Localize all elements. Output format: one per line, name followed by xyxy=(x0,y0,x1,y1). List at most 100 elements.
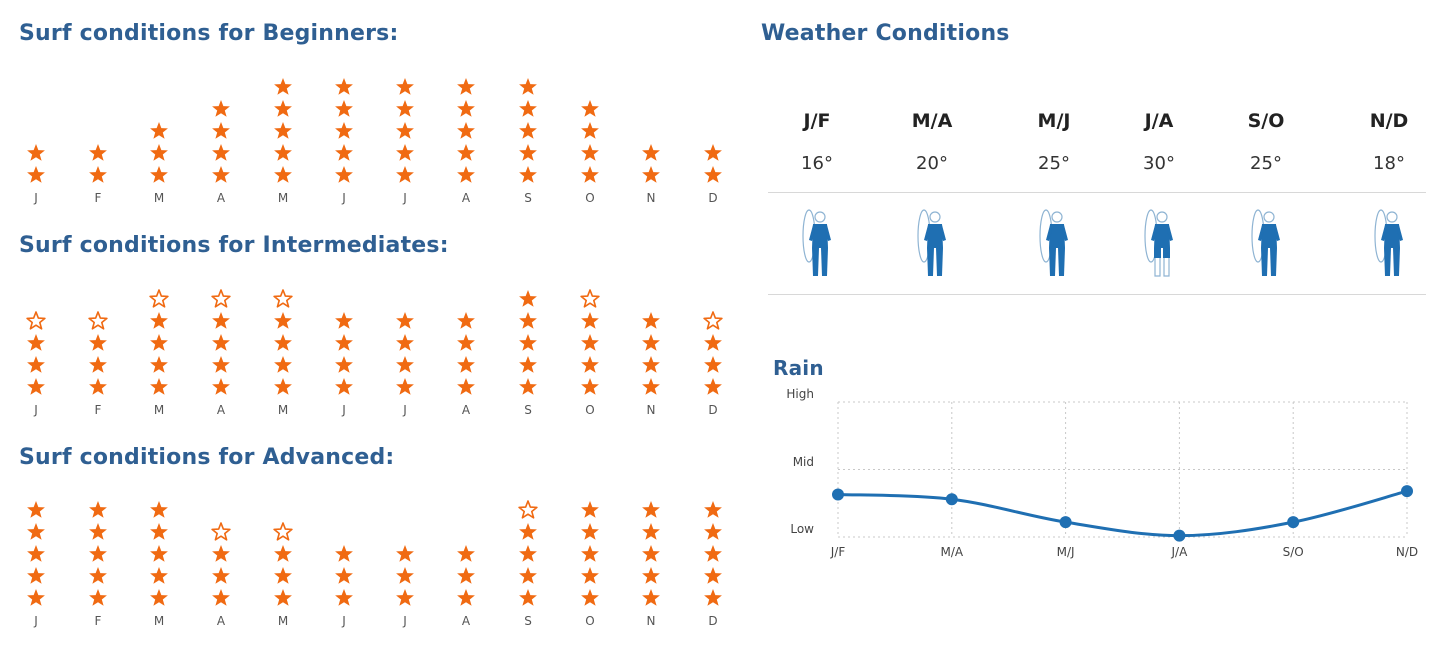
star-icon xyxy=(396,545,414,562)
star-icon xyxy=(519,122,537,139)
weather-temperature: 16° xyxy=(801,153,833,174)
rating-column xyxy=(581,501,599,606)
star-icon xyxy=(335,78,353,95)
star-icon xyxy=(581,122,599,139)
star-icon xyxy=(274,545,292,562)
star-icon xyxy=(704,501,722,518)
star-icon xyxy=(212,334,230,351)
star-icon xyxy=(335,589,353,606)
weather-period-label: M/J xyxy=(1037,110,1071,132)
star-icon xyxy=(642,501,660,518)
month-label: M xyxy=(277,614,289,628)
star-icon xyxy=(457,122,475,139)
star-icon xyxy=(89,144,107,161)
star-icon xyxy=(519,312,537,329)
star-icon xyxy=(335,378,353,395)
rating-column xyxy=(703,311,723,395)
month-label: J xyxy=(342,403,346,417)
star-icon xyxy=(519,545,537,562)
weather-temperature: 25° xyxy=(1250,153,1282,174)
star-icon xyxy=(457,312,475,329)
star-icon xyxy=(642,545,660,562)
weather-period-label: M/A xyxy=(911,110,953,132)
rating-column xyxy=(518,500,538,606)
full-wetsuit-icon xyxy=(802,209,831,276)
star-icon xyxy=(335,545,353,562)
star-icon xyxy=(457,356,475,373)
star-icon xyxy=(335,100,353,117)
star-icon xyxy=(274,334,292,351)
star-icon xyxy=(212,378,230,395)
star-icon xyxy=(581,545,599,562)
star-icon xyxy=(457,567,475,584)
star-icon xyxy=(396,312,414,329)
star-icon xyxy=(642,523,660,540)
rating-column xyxy=(27,501,45,606)
star-icon xyxy=(150,356,168,373)
star-icon xyxy=(89,378,107,395)
rain-x-tick-label: J/F xyxy=(830,545,846,559)
rain-x-tick-label: S/O xyxy=(1282,545,1304,559)
star-icon xyxy=(581,378,599,395)
star-icon xyxy=(519,378,537,395)
rain-point xyxy=(1059,516,1072,529)
rating-column xyxy=(273,522,293,606)
star-icon xyxy=(274,589,292,606)
star-icon xyxy=(89,334,107,351)
weather-divider-top xyxy=(768,192,1426,193)
star-icon xyxy=(519,144,537,161)
rain-x-tick-label: J/A xyxy=(1171,545,1188,559)
star-icon xyxy=(27,523,45,540)
star-icon xyxy=(704,378,722,395)
rating-column xyxy=(519,78,537,183)
month-label: D xyxy=(708,403,718,417)
star-icon xyxy=(27,356,45,373)
star-icon xyxy=(457,78,475,95)
star-icon xyxy=(396,122,414,139)
rain-point xyxy=(1173,529,1186,542)
weather-temperature: 30° xyxy=(1143,153,1175,174)
rating-column xyxy=(396,545,414,606)
month-label: N xyxy=(646,191,656,205)
month-label: A xyxy=(461,403,471,417)
rain-x-tick-label: M/J xyxy=(1056,545,1075,559)
star-icon xyxy=(396,378,414,395)
month-label: N xyxy=(646,403,656,417)
star-icon xyxy=(519,290,537,307)
month-label: J xyxy=(403,614,407,628)
star-icon xyxy=(274,567,292,584)
star-icon xyxy=(581,100,599,117)
rating-column xyxy=(26,311,46,395)
month-label: O xyxy=(585,191,595,205)
rating-column xyxy=(519,290,537,395)
rating-column xyxy=(642,501,660,606)
weather-period-label: N/D xyxy=(1369,110,1409,132)
month-label: J xyxy=(342,614,346,628)
beginners-title: Surf conditions for Beginners: xyxy=(19,21,399,46)
star-icon xyxy=(27,567,45,584)
rating-column xyxy=(457,312,475,395)
star-icon xyxy=(150,312,168,329)
star-icon xyxy=(581,523,599,540)
rain-point xyxy=(1401,485,1413,498)
star-outline-icon xyxy=(580,289,600,308)
star-outline-icon xyxy=(273,522,293,541)
star-icon xyxy=(642,144,660,161)
full-wetsuit-icon xyxy=(917,209,946,276)
month-label: M xyxy=(153,614,165,628)
star-icon xyxy=(519,356,537,373)
star-icon xyxy=(704,589,722,606)
rain-x-tick-label: M/A xyxy=(940,545,964,559)
star-icon xyxy=(335,356,353,373)
star-icon xyxy=(642,356,660,373)
star-icon xyxy=(89,589,107,606)
star-icon xyxy=(274,378,292,395)
star-icon xyxy=(212,122,230,139)
star-icon xyxy=(274,166,292,183)
month-label: S xyxy=(524,403,532,417)
rating-column xyxy=(150,122,168,183)
star-icon xyxy=(457,589,475,606)
star-icon xyxy=(89,545,107,562)
star-icon xyxy=(396,78,414,95)
star-icon xyxy=(212,144,230,161)
